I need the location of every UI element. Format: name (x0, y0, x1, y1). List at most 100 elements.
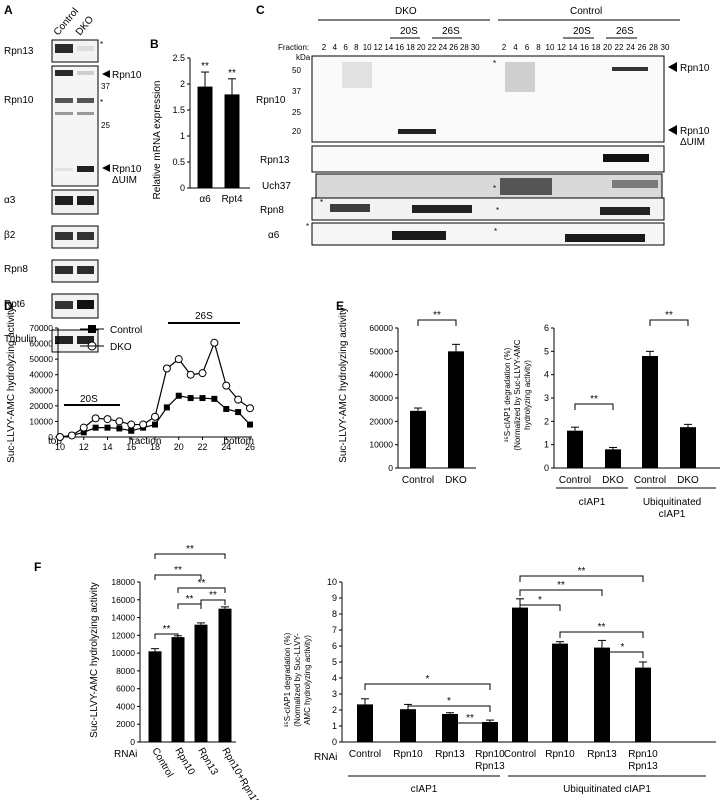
panel-e2-y-tick-label: 2 (544, 416, 549, 426)
panel-f2-0-bar (357, 704, 373, 742)
panel-e2-a-significance: ** (590, 394, 598, 405)
panel-c-fraction-number: 4 (333, 43, 338, 52)
panel-f-letter: F (34, 560, 41, 574)
panel-f1-y-tick-label: 16000 (111, 595, 135, 605)
panel-d-point-control (163, 404, 170, 411)
panel-d-point-control (92, 424, 99, 431)
panel-f1-y-tick-label: 12000 (111, 630, 135, 640)
panel-c-label-rpn13: Rpn13 (260, 155, 290, 166)
panel-c-fraction-number: 8 (536, 43, 541, 52)
panel-b-1-bar (224, 94, 240, 188)
panel-e2-a-bracket (574, 403, 614, 410)
panel-f2-e-bracket (519, 604, 561, 611)
panel-c-20s-ctl: 20S (573, 26, 591, 37)
panel-a-letter: A (4, 3, 13, 17)
panel-c-fraction-number: 22 (615, 43, 624, 52)
panel-e2-x-label: Control (634, 475, 666, 486)
panel-b-y-tick-label: 1 (180, 131, 185, 141)
panel-f2-4-bar (512, 607, 528, 742)
panel-c-label-rpn10: Rpn10 (256, 95, 286, 106)
panel-f1-b-significance: ** (186, 594, 194, 605)
panel-c-fraction-number: 16 (395, 43, 404, 52)
panel-a-label-rpn13: Rpn13 (4, 46, 34, 57)
panel-e1-0-bar (410, 410, 426, 468)
panel-d-y-tick-label: 40000 (29, 370, 53, 380)
panel-e2-ylabel-1: ³⁵S-cIAP1 degradation (%) (503, 347, 512, 442)
panel-f2-y-tick-label: 7 (332, 625, 337, 635)
panel-f1-e-bracket (154, 553, 226, 559)
panel-f1-y-tick-label: 14000 (111, 613, 135, 623)
panel-d-xlabel: fraction (129, 436, 162, 447)
panel-f2-ylabel-1: ³⁵S-cIAP1 degradation (%) (283, 632, 292, 727)
panel-d-point-control (199, 395, 206, 402)
panel-f2-3-bar (482, 722, 498, 742)
panel-f2-x-label: Rpn13 (628, 761, 658, 772)
panel-f2-7-bar (635, 667, 651, 742)
panel-a-label-rpt6: Rpt6 (4, 299, 26, 310)
panel-f2-d-significance: ** (578, 566, 586, 577)
panel-f2-c-significance: ** (466, 713, 474, 724)
panel-d-point-dko (151, 412, 159, 421)
panel-f1-c-significance: ** (209, 590, 217, 601)
panel-d-point-dko (103, 415, 112, 424)
panel-d-point-dko (222, 381, 231, 390)
panel-d-y-tick-label: 0 (48, 432, 53, 442)
panel-d-x-tick-label: 12 (79, 442, 89, 452)
panel-d-y-tick-label: 50000 (29, 354, 53, 364)
panel-d-point-dko (186, 370, 195, 379)
panel-d-x-tick-label: 20 (174, 442, 184, 452)
panel-f1-y-tick-label: 10000 (111, 648, 135, 658)
panel-c-fraction-number: 4 (513, 43, 518, 52)
panel-f2-ylabel-2: (Normalized by Suc-LLVY- (293, 633, 302, 727)
panel-c-label-rpn8: Rpn8 (260, 205, 284, 216)
panel-f2-e-significance: * (538, 595, 542, 606)
panel-c-fraction-number: 24 (626, 43, 635, 52)
panel-e2-x-label: Control (559, 475, 591, 486)
panel-a-arrow-rpn10 (102, 70, 110, 78)
panel-f2-6-bar (594, 647, 610, 742)
panel-d-x-tick-label: 10 (55, 442, 65, 452)
panel-f1-1-bar (171, 637, 185, 742)
panel-a-marker-25: 25 (101, 121, 110, 130)
panel-d-legend-control: Control (110, 325, 142, 336)
panel-f2-y-tick-label: 1 (332, 721, 337, 731)
panel-d-y-tick-label: 70000 (29, 323, 53, 333)
panel-d-chart: 0 10000 20000 30000 40000 50000 60000 70000 10 12… (29, 323, 255, 452)
panel-c-label-uch37: Uch37 (262, 181, 291, 192)
panel-e2-y-tick-label: 6 (544, 323, 549, 333)
panel-e2-y-tick-label: 1 (544, 440, 549, 450)
panel-f2-y-tick-label: 10 (327, 577, 337, 587)
panel-c-fraction-number: 6 (343, 43, 348, 52)
panel-d-point-dko (127, 420, 136, 429)
panel-e1-y-tick-label: 50000 (369, 346, 393, 356)
panel-d-point-control (80, 429, 87, 436)
panel-f-rnai-2: RNAi (314, 752, 337, 763)
panel-c-26s-dko: 26S (442, 26, 460, 37)
panel-d-point-dko (234, 395, 243, 404)
panel-e2-x-label: DKO (677, 475, 699, 486)
panel-c-fraction-number: 30 (471, 43, 480, 52)
panel-b-x-label: Rpt4 (221, 194, 243, 205)
panel-d-x-tick-label: 22 (197, 442, 207, 452)
panel-a-label-rpn10: Rpn10 (4, 95, 34, 106)
panel-e1-y-tick-label: 30000 (369, 393, 393, 403)
panel-f2-x-label: Rpn13 (475, 761, 505, 772)
panel-e1-y-tick-label: 0 (388, 463, 393, 473)
panel-f2-x-label: Rpn10 (393, 749, 423, 760)
panel-f2-x-label: Control (504, 749, 536, 760)
panel-f1-2-bar (194, 624, 208, 742)
panel-e1-x-label: DKO (445, 475, 467, 486)
panel-f2-y-tick-label: 6 (332, 641, 337, 651)
panel-f1-3-bar (218, 608, 232, 742)
panel-f2-h-bracket (601, 651, 644, 658)
panel-d-26s: 26S (195, 311, 213, 322)
panel-d-y-tick-label: 30000 (29, 385, 53, 395)
panel-e2-ylabel-2: (Normalized by Suc-LLVY-AMC (513, 339, 522, 450)
panel-f1-y-tick-label: 18000 (111, 577, 135, 587)
panel-e2-2-bar (642, 356, 658, 468)
panel-a-star-2: * (100, 98, 103, 107)
panel-e1-y-tick-label: 40000 (369, 370, 393, 380)
panel-b-significance: ** (201, 61, 209, 72)
panel-f2-5-bar (552, 643, 568, 742)
panel-c-kda: kDa (296, 53, 311, 62)
